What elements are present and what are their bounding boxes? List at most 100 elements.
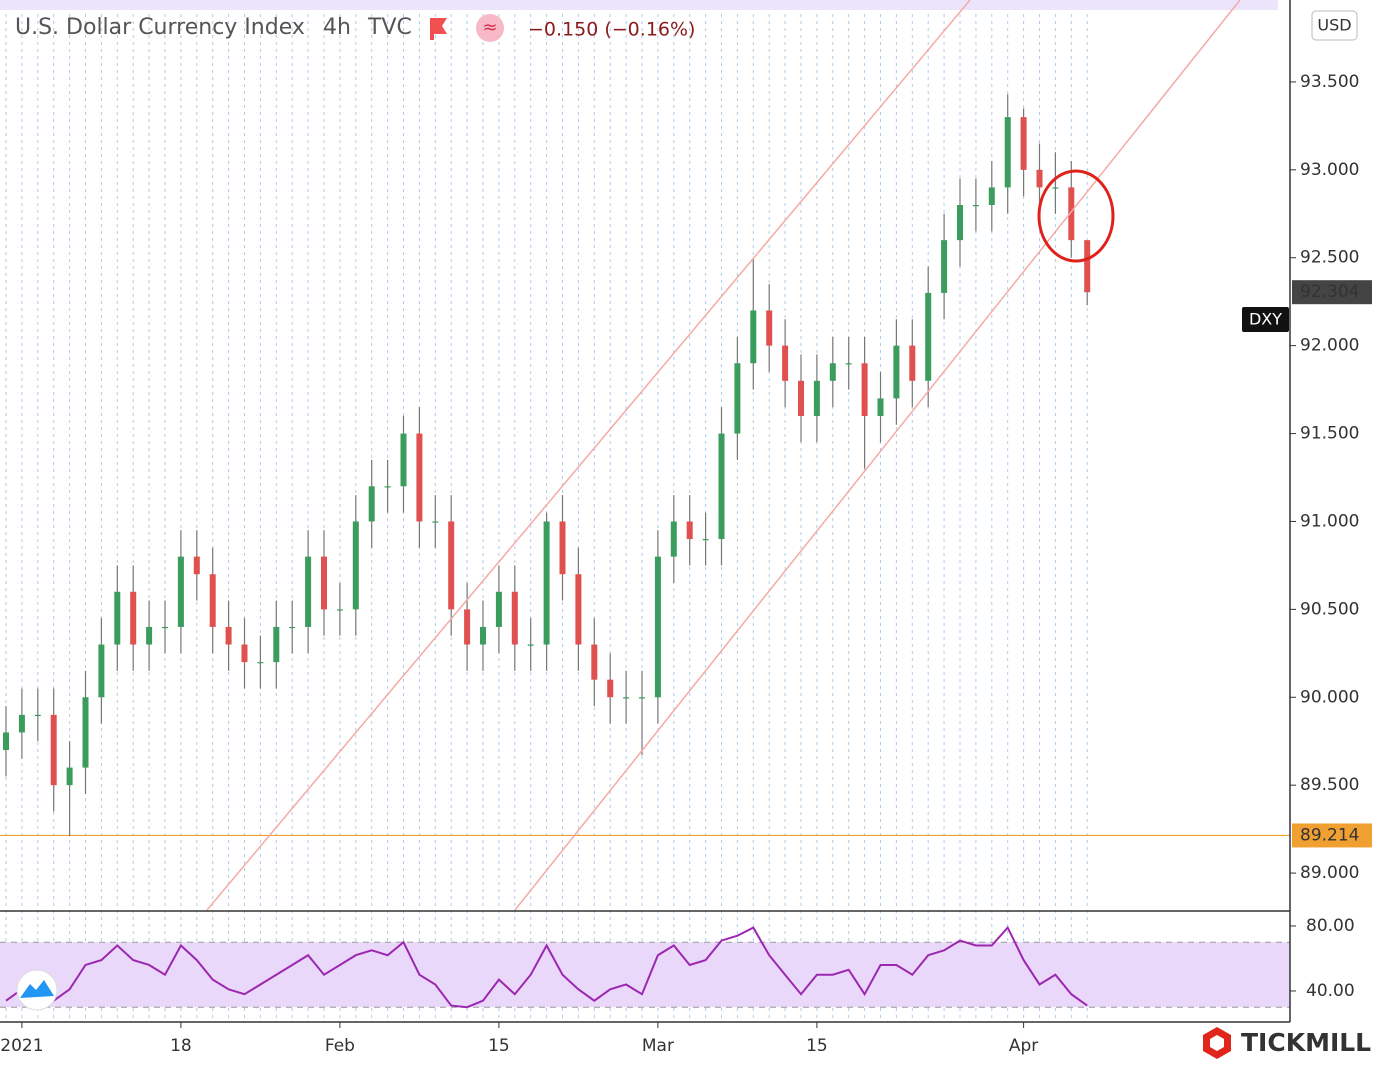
candle-body <box>782 345 789 381</box>
top-strip <box>0 0 1278 10</box>
candle-body <box>209 574 216 627</box>
candle-body <box>193 556 200 575</box>
x-tick-label: 15 <box>806 1036 828 1056</box>
highlight-circle <box>1037 169 1115 263</box>
candle-body <box>384 486 391 488</box>
y-tick-label: 93.000 <box>1300 160 1359 180</box>
candle-body <box>464 609 471 645</box>
candle-body <box>1052 187 1059 189</box>
candle-body <box>972 204 979 207</box>
candle-body <box>50 714 57 786</box>
candle-body <box>829 363 836 381</box>
candle-body <box>1036 169 1043 188</box>
candle-body <box>957 204 963 241</box>
channel-line <box>206 0 971 911</box>
candle-body <box>368 486 375 522</box>
candle-body <box>146 626 153 645</box>
candle-body <box>909 345 916 381</box>
candle-body <box>289 626 296 629</box>
reference-label: 89.214 <box>1300 825 1359 845</box>
band <box>0 942 1290 1008</box>
candle-body <box>1084 240 1091 293</box>
candle-body <box>336 609 343 611</box>
candle-body <box>225 626 232 645</box>
candle-body <box>1020 117 1027 170</box>
y-tick-label: 89.500 <box>1300 775 1359 795</box>
y-tick-label: 40.00 <box>1306 981 1355 1001</box>
candle-body <box>543 521 550 645</box>
candle-body <box>511 591 518 645</box>
indicator-icon <box>476 14 504 42</box>
reference-label-box <box>1292 823 1372 848</box>
candle-body <box>321 556 327 610</box>
brand-logo <box>1203 1027 1231 1059</box>
candle-body <box>654 556 661 698</box>
candle-body <box>305 556 312 627</box>
candle-body <box>591 644 598 680</box>
candle-body <box>495 591 502 627</box>
candle-body <box>241 644 248 663</box>
candle-body <box>480 626 486 645</box>
candle-body <box>734 363 741 434</box>
x-tick-label: Apr <box>1009 1036 1038 1056</box>
candle-body <box>686 521 693 540</box>
symbol: DXY <box>1249 310 1282 329</box>
y-tick-label: 92.500 <box>1300 248 1359 268</box>
candle-body <box>877 398 884 416</box>
candle-body <box>177 556 184 627</box>
candle-body <box>702 539 709 541</box>
candle-body <box>34 714 41 717</box>
indicator-icon-glyph: ≈ <box>482 17 497 38</box>
candle-body <box>559 521 566 575</box>
candle-body <box>718 433 725 540</box>
plot <box>0 94 1290 1009</box>
brand: TICKMILL <box>1241 1028 1371 1057</box>
y-tick-label: 91.000 <box>1300 511 1359 531</box>
candle-body <box>798 380 804 416</box>
candle-body <box>893 345 900 399</box>
source: TVC <box>367 15 412 40</box>
candle-body <box>273 626 280 663</box>
x-tick-label: 15 <box>488 1036 510 1056</box>
chart-title: U.S. Dollar Currency Index <box>15 15 305 40</box>
currency-box[interactable] <box>1311 10 1358 41</box>
candle-body <box>925 292 932 381</box>
candle-body <box>82 697 89 768</box>
last-price-box <box>1292 280 1372 305</box>
candle-body <box>766 310 773 346</box>
candle-body <box>861 363 868 416</box>
candle-body <box>607 679 614 698</box>
y-tick-label: 90.000 <box>1300 687 1359 707</box>
candle-body <box>432 521 439 523</box>
candle-body <box>670 521 677 557</box>
y-tick-label: 92.000 <box>1300 336 1359 356</box>
candle-body <box>1004 117 1011 188</box>
candle-body <box>623 697 630 699</box>
candle-body <box>3 732 9 751</box>
candle-body <box>162 626 168 629</box>
candle-body <box>1068 187 1075 241</box>
symbol-box <box>1242 307 1289 332</box>
candle-body <box>352 521 359 610</box>
candle-body <box>98 644 105 698</box>
last-price-label: 92.304 <box>1300 282 1359 302</box>
candle-body <box>527 644 534 646</box>
candle-body <box>130 591 137 645</box>
y-tick-label: 93.500 <box>1300 72 1359 92</box>
currency: USD <box>1317 16 1351 35</box>
x-tick-label: Feb <box>325 1036 355 1056</box>
x-tick-label: 2021 <box>0 1036 43 1056</box>
candle-body <box>750 310 757 364</box>
channel-line <box>514 0 1241 911</box>
candle-body <box>941 240 948 293</box>
candle-body <box>18 714 25 733</box>
candle-body <box>988 187 995 205</box>
flag-icon <box>430 18 447 40</box>
candle-body <box>400 433 407 487</box>
interval: 4h <box>323 15 351 40</box>
grid <box>0 0 1290 1022</box>
price-change: −0.150 (−0.16%) <box>528 19 695 41</box>
candle-body <box>114 591 121 645</box>
y-tick-label: 80.00 <box>1306 916 1355 936</box>
